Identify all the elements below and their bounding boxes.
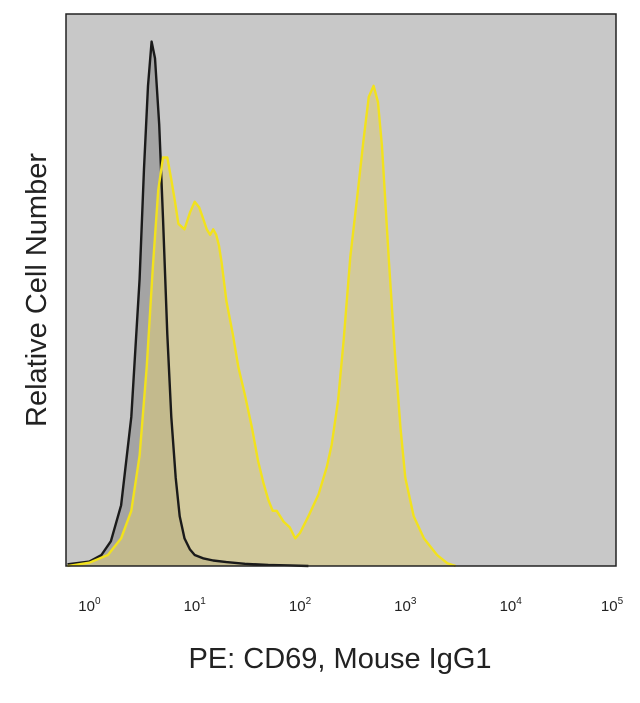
x-axis-ticks: 100 101 102 103 104 105: [78, 596, 623, 615]
x-tick-label: 104: [500, 596, 523, 615]
series-layer: [67, 40, 456, 568]
x-tick-label: 101: [184, 596, 207, 615]
y-axis-title: Relative Cell Number: [21, 153, 53, 427]
x-tick-label: 103: [394, 596, 417, 615]
x-tick-label: 102: [289, 596, 312, 615]
x-tick-label: 100: [78, 596, 101, 615]
series-line-mouse-igg1: [67, 40, 309, 568]
series-fill-cd69: [67, 85, 456, 567]
x-tick-label: 105: [601, 596, 624, 615]
plot-frame: [65, 13, 617, 567]
series-line-cd69: [67, 84, 456, 568]
x-axis-title: PE: CD69, Mouse IgG1: [188, 643, 491, 675]
